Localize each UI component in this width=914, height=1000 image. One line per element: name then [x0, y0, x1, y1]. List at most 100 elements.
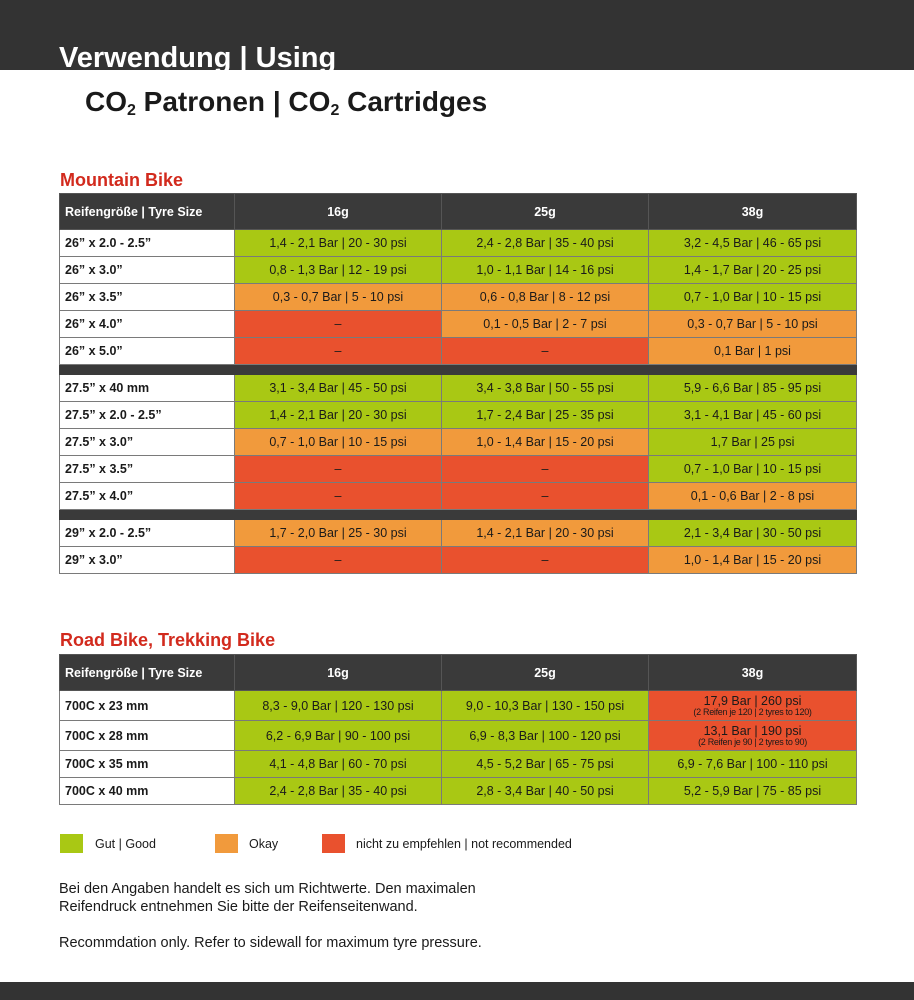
- pressure-cell: 0,3 - 0,7 Bar | 5 - 10 psi: [234, 283, 442, 311]
- pressure-text: 1,0 - 1,4 Bar | 15 - 20 psi: [683, 553, 822, 567]
- pressure-cell: 8,3 - 9,0 Bar | 120 - 130 psi: [234, 690, 442, 721]
- pressure-cell: 0,1 - 0,6 Bar | 2 - 8 psi: [648, 482, 857, 510]
- column-header: Reifengröße | Tyre Size: [59, 654, 235, 691]
- column-header: Reifengröße | Tyre Size: [59, 193, 235, 230]
- pressure-text: 0,7 - 1,0 Bar | 10 - 15 psi: [269, 435, 407, 449]
- separator: [59, 509, 857, 520]
- tyre-size: 27.5” x 2.0 - 2.5”: [59, 401, 235, 429]
- tyre-size: 29” x 3.0”: [59, 546, 235, 574]
- tyre-size: 700C x 23 mm: [59, 690, 235, 721]
- subtitle: CO2 Patronen | CO2 Cartridges: [85, 86, 487, 120]
- pressure-table: Reifengröße | Tyre Size 16g 25g 38g 700C x 2…: [59, 654, 857, 805]
- subtitle-part: Patronen | CO: [135, 86, 331, 117]
- section-title: Mountain Bike: [60, 170, 184, 190]
- pressure-text: 3,1 - 3,4 Bar | 45 - 50 psi: [269, 381, 407, 395]
- table-row: 27.5” x 3.0” 0,7 - 1,0 Bar | 10 - 15 psi 1…: [59, 428, 857, 456]
- tyre-size: 27.5” x 3.5”: [59, 455, 235, 483]
- tyre-size: 26” x 3.0”: [59, 256, 235, 284]
- pressure-text: –: [334, 489, 342, 503]
- pressure-cell: 4,5 - 5,2 Bar | 65 - 75 psi: [441, 750, 649, 778]
- pressure-cell: 0,7 - 1,0 Bar | 10 - 15 psi: [234, 428, 442, 456]
- pressure-text: –: [334, 317, 342, 331]
- pressure-text: 1,7 Bar | 25 psi: [710, 435, 795, 449]
- pressure-text: 1,0 - 1,4 Bar | 15 - 20 psi: [476, 435, 614, 449]
- separator-row: [59, 509, 857, 520]
- pressure-text: 0,3 - 0,7 Bar | 5 - 10 psi: [687, 317, 818, 331]
- header-row: Reifengröße | Tyre Size 16g 25g 38g: [59, 193, 857, 230]
- tyre-size: 27.5” x 40 mm: [59, 374, 235, 402]
- pressure-text: –: [541, 462, 549, 476]
- tyre-size: 26” x 3.5”: [59, 283, 235, 311]
- pressure-text: 6,9 - 7,6 Bar | 100 - 110 psi: [677, 757, 828, 771]
- pressure-cell: 3,2 - 4,5 Bar | 46 - 65 psi: [648, 229, 857, 257]
- legend-swatch: [215, 834, 238, 853]
- pressure-text: 0,6 - 0,8 Bar | 8 - 12 psi: [479, 290, 611, 304]
- top-bar: Verwendung | Using: [0, 0, 914, 70]
- table-row: 27.5” x 40 mm 3,1 - 3,4 Bar | 45 - 50 psi…: [59, 374, 857, 402]
- pressure-text: –: [541, 489, 549, 503]
- pressure-note: (2 Reifen je 120 | 2 tyres to 120): [693, 706, 812, 717]
- pressure-text: 1,4 - 2,1 Bar | 20 - 30 psi: [476, 526, 614, 540]
- column-header: 38g: [648, 654, 857, 691]
- pressure-text: 5,9 - 6,6 Bar | 85 - 95 psi: [683, 381, 822, 395]
- pressure-cell: 0,7 - 1,0 Bar | 10 - 15 psi: [648, 455, 857, 483]
- pressure-cell: 17,9 Bar | 260 psi (2 Reifen je 120 | 2 t…: [648, 690, 857, 721]
- pressure-cell: 1,0 - 1,4 Bar | 15 - 20 psi: [441, 428, 649, 456]
- column-header: 25g: [441, 654, 649, 691]
- table-row: 26” x 3.0” 0,8 - 1,3 Bar | 12 - 19 psi 1,0…: [59, 256, 857, 284]
- pressure-cell: 0,1 Bar | 1 psi: [648, 337, 857, 365]
- tyre-size: 700C x 28 mm: [59, 720, 235, 751]
- pressure-cell: 3,1 - 4,1 Bar | 45 - 60 psi: [648, 401, 857, 429]
- pressure-text: –: [334, 553, 342, 567]
- pressure-text: –: [334, 344, 342, 358]
- pressure-cell: 5,2 - 5,9 Bar | 75 - 85 psi: [648, 777, 857, 805]
- table-row: 700C x 28 mm 6,2 - 6,9 Bar | 90 - 100 psi…: [59, 720, 857, 751]
- pressure-text: 6,2 - 6,9 Bar | 90 - 100 psi: [265, 728, 411, 743]
- pressure-text: 5,2 - 5,9 Bar | 75 - 85 psi: [683, 784, 822, 798]
- pressure-text: 1,7 - 2,0 Bar | 25 - 30 psi: [269, 526, 407, 540]
- pressure-text: 1,4 - 1,7 Bar | 20 - 25 psi: [683, 263, 822, 277]
- tyre-size: 27.5” x 3.0”: [59, 428, 235, 456]
- pressure-cell: –: [234, 337, 442, 365]
- pressure-cell: –: [441, 482, 649, 510]
- pressure-cell: 1,0 - 1,4 Bar | 15 - 20 psi: [648, 546, 857, 574]
- pressure-cell: –: [441, 337, 649, 365]
- pressure-text: 13,1 Bar | 190 psi: [703, 723, 802, 738]
- subtitle-part: CO: [85, 86, 127, 117]
- footnote: Reifendruck entnehmen Sie bitte der Reif…: [59, 899, 418, 915]
- pressure-cell: 6,9 - 7,6 Bar | 100 - 110 psi: [648, 750, 857, 778]
- table-row: 27.5” x 4.0” – – 0,1 - 0,6 Bar | 2 - 8 psi: [59, 482, 857, 510]
- table-row: 700C x 40 mm 2,4 - 2,8 Bar | 35 - 40 psi 2…: [59, 777, 857, 805]
- section-title: Road Bike, Trekking Bike: [60, 630, 276, 650]
- table-row: 27.5” x 2.0 - 2.5” 1,4 - 2,1 Bar | 20 - 3…: [59, 401, 857, 429]
- table-row: 26” x 5.0” – – 0,1 Bar | 1 psi: [59, 337, 857, 365]
- pressure-text: 2,4 - 2,8 Bar | 35 - 40 psi: [269, 784, 407, 798]
- pressure-text: 2,4 - 2,8 Bar | 35 - 40 psi: [476, 236, 614, 250]
- pressure-text: –: [541, 344, 549, 358]
- pressure-cell: 2,4 - 2,8 Bar | 35 - 40 psi: [441, 229, 649, 257]
- legend-swatch: [60, 834, 83, 853]
- pressure-cell: 6,9 - 8,3 Bar | 100 - 120 psi: [441, 720, 649, 751]
- pressure-cell: 4,1 - 4,8 Bar | 60 - 70 psi: [234, 750, 442, 778]
- subtitle-part: 2: [127, 102, 136, 119]
- table-row: 26” x 3.5” 0,3 - 0,7 Bar | 5 - 10 psi 0,6 …: [59, 283, 857, 311]
- pressure-cell: 3,4 - 3,8 Bar | 50 - 55 psi: [441, 374, 649, 402]
- legend-swatch: [322, 834, 345, 853]
- tyre-size: 26” x 4.0”: [59, 310, 235, 338]
- pressure-cell: 0,6 - 0,8 Bar | 8 - 12 psi: [441, 283, 649, 311]
- pressure-text: 1,0 - 1,1 Bar | 14 - 16 psi: [476, 263, 614, 277]
- pressure-cell: 2,4 - 2,8 Bar | 35 - 40 psi: [234, 777, 442, 805]
- pressure-text: 4,1 - 4,8 Bar | 60 - 70 psi: [269, 757, 407, 771]
- column-header: 25g: [441, 193, 649, 230]
- pressure-text: 0,8 - 1,3 Bar | 12 - 19 psi: [269, 263, 407, 277]
- pressure-cell: 6,2 - 6,9 Bar | 90 - 100 psi: [234, 720, 442, 751]
- pressure-text: 3,1 - 4,1 Bar | 45 - 60 psi: [683, 408, 822, 422]
- pressure-cell: –: [234, 455, 442, 483]
- pressure-cell: 1,7 - 2,4 Bar | 25 - 35 psi: [441, 401, 649, 429]
- column-header: 16g: [234, 193, 442, 230]
- legend-label: nicht zu empfehlen | not recommended: [356, 837, 572, 851]
- pressure-text: 2,1 - 3,4 Bar | 30 - 50 psi: [683, 526, 822, 540]
- pressure-cell: 0,1 - 0,5 Bar | 2 - 7 psi: [441, 310, 649, 338]
- pressure-cell: –: [234, 310, 442, 338]
